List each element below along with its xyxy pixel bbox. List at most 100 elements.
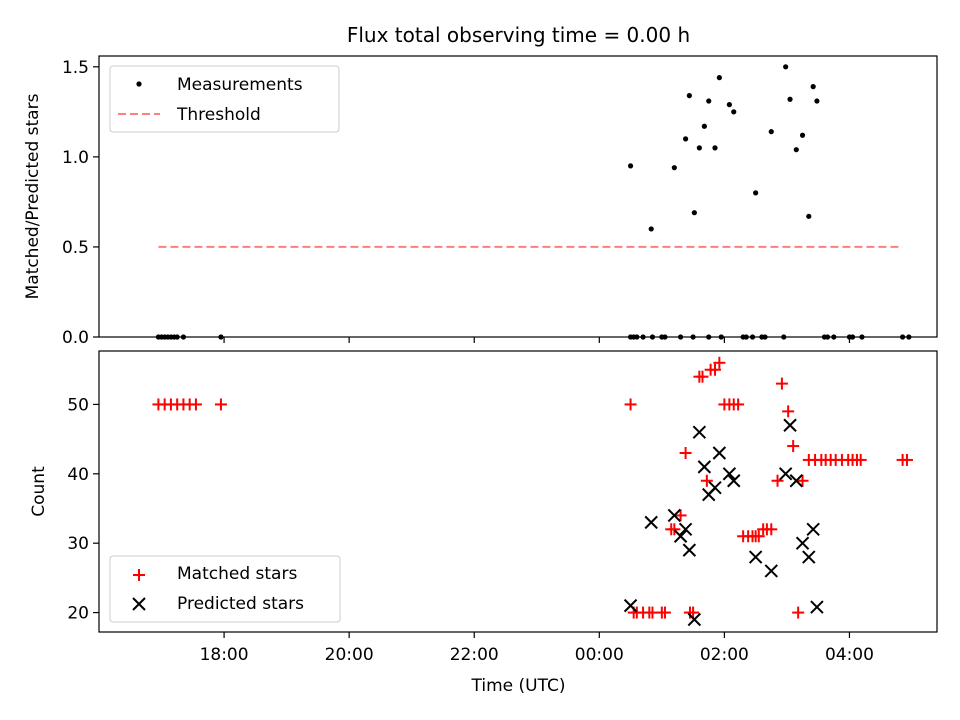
measurement-point [726, 102, 732, 108]
matched-star-point [782, 405, 795, 418]
top-ytick-label: 1.5 [62, 58, 89, 78]
predicted-star-point [687, 612, 702, 627]
bottom-xtick-label: 00:00 [575, 645, 624, 665]
top-ytick-label: 0.5 [62, 238, 89, 258]
bottom-ytick-label: 50 [67, 395, 89, 415]
predicted-star-point [789, 474, 803, 488]
bottom-legend-box [109, 555, 341, 623]
predicted-star-point [692, 425, 707, 439]
legend-matched-marker [133, 569, 145, 581]
measurement-point [683, 136, 689, 142]
matched-star-point [189, 398, 202, 411]
measurement-point [648, 226, 654, 232]
top-ytick-label: 1.0 [62, 148, 89, 168]
predicted-star-point [678, 522, 693, 537]
matched-star-point [687, 606, 700, 619]
top-ytick-label: 0.0 [62, 328, 89, 348]
matched-star-point [658, 606, 671, 619]
measurement-point [787, 96, 793, 102]
top-y-label: Matched/Predicted stars [23, 93, 43, 299]
measurement-point [731, 109, 737, 115]
matched-star-point [674, 509, 687, 522]
predicted-star-point [795, 536, 810, 550]
matched-star-point [668, 523, 681, 536]
measurement-point [806, 213, 812, 219]
matched-star-point [771, 474, 784, 487]
top-y-axis: 0.0 0.5 1.0 1.5 [62, 58, 99, 348]
bottom-ytick-label: 20 [67, 604, 89, 624]
bottom-xtick-label: 20:00 [325, 645, 374, 665]
bottom-axes-frame [98, 350, 938, 633]
bottom-y-axis: 20 30 40 50 [67, 395, 99, 624]
measurement-point [753, 190, 759, 196]
measurement-point [716, 75, 722, 81]
matched-star-point [792, 606, 805, 619]
measurement-point [793, 147, 799, 153]
bottom-ytick-label: 40 [67, 465, 89, 485]
predicted-star-point [722, 467, 737, 481]
top-panel: Flux total observing time = 0.00 h 0.00.… [23, 23, 938, 348]
legend-matched-label: Matched stars [177, 564, 297, 584]
predicted-star-point [778, 467, 793, 481]
matched-star-point [708, 363, 721, 376]
measurement-point [799, 132, 806, 138]
bottom-xtick-label: 22:00 [450, 645, 499, 665]
bottom-xtick-label: 02:00 [700, 645, 749, 665]
measurement-point [783, 64, 789, 70]
bottom-y-label: Count [29, 466, 49, 517]
predicted-star-point [667, 508, 682, 523]
top-legend-box [109, 65, 340, 133]
bottom-x-axis: 18:00 20:00 22:00 00:00 02:00 04:00 [200, 632, 874, 665]
matched-star-point [696, 370, 709, 383]
matched-star-point [713, 356, 726, 369]
predicted-star-point [712, 446, 727, 460]
measurement-point [686, 93, 692, 99]
predicted-star-point [697, 460, 712, 474]
matched-star-point [854, 453, 867, 466]
legend-predicted-label: Predicted stars [177, 594, 304, 614]
predicted-star-point [644, 515, 658, 530]
matched-star-point [752, 530, 765, 543]
measurement-point [810, 84, 816, 90]
measurement-point [691, 210, 697, 216]
matched-star-point [796, 474, 809, 487]
predicted-star-point [673, 529, 688, 543]
legend-measurements-label: Measurements [177, 75, 303, 95]
matched-star-point [679, 446, 692, 459]
measurement-point [671, 165, 677, 171]
top-axes-frame [98, 55, 938, 338]
matched-star-point [732, 398, 745, 411]
bottom-xtick-label: 04:00 [825, 645, 874, 665]
predicted-star-point [708, 480, 722, 495]
measurement-point [627, 163, 634, 169]
measurement-point [814, 98, 820, 104]
measurement-point [706, 98, 712, 104]
top-title: Flux total observing time = 0.00 h [347, 23, 690, 47]
matched-star-point [700, 474, 713, 487]
predicted-star-point [764, 564, 778, 578]
predicted-star-point [727, 474, 741, 488]
predicted-star-point [748, 550, 763, 564]
matched-star-point [787, 440, 800, 453]
bottom-ytick-label: 30 [67, 534, 89, 554]
measurement-point [701, 123, 707, 129]
bottom-x-label: Time (UTC) [471, 676, 566, 696]
predicted-star-point [682, 543, 697, 557]
predicted-star-point [806, 522, 820, 537]
predicted-star-point [802, 550, 816, 564]
measurement-point [696, 145, 702, 151]
matched-star-point [214, 398, 227, 411]
matched-star-point [900, 453, 913, 466]
measurement-point [768, 129, 774, 135]
bottom-marks [152, 356, 913, 627]
predicted-star-point [783, 418, 797, 432]
measurement-point [712, 145, 718, 151]
top-legend: Measurements Threshold [109, 65, 340, 133]
legend-threshold-label: Threshold [176, 105, 261, 125]
legend-predicted-marker [132, 597, 146, 611]
matched-star-point [624, 398, 637, 411]
bottom-xtick-label: 18:00 [200, 645, 249, 665]
bottom-legend: Matched stars Predicted stars [109, 555, 341, 623]
